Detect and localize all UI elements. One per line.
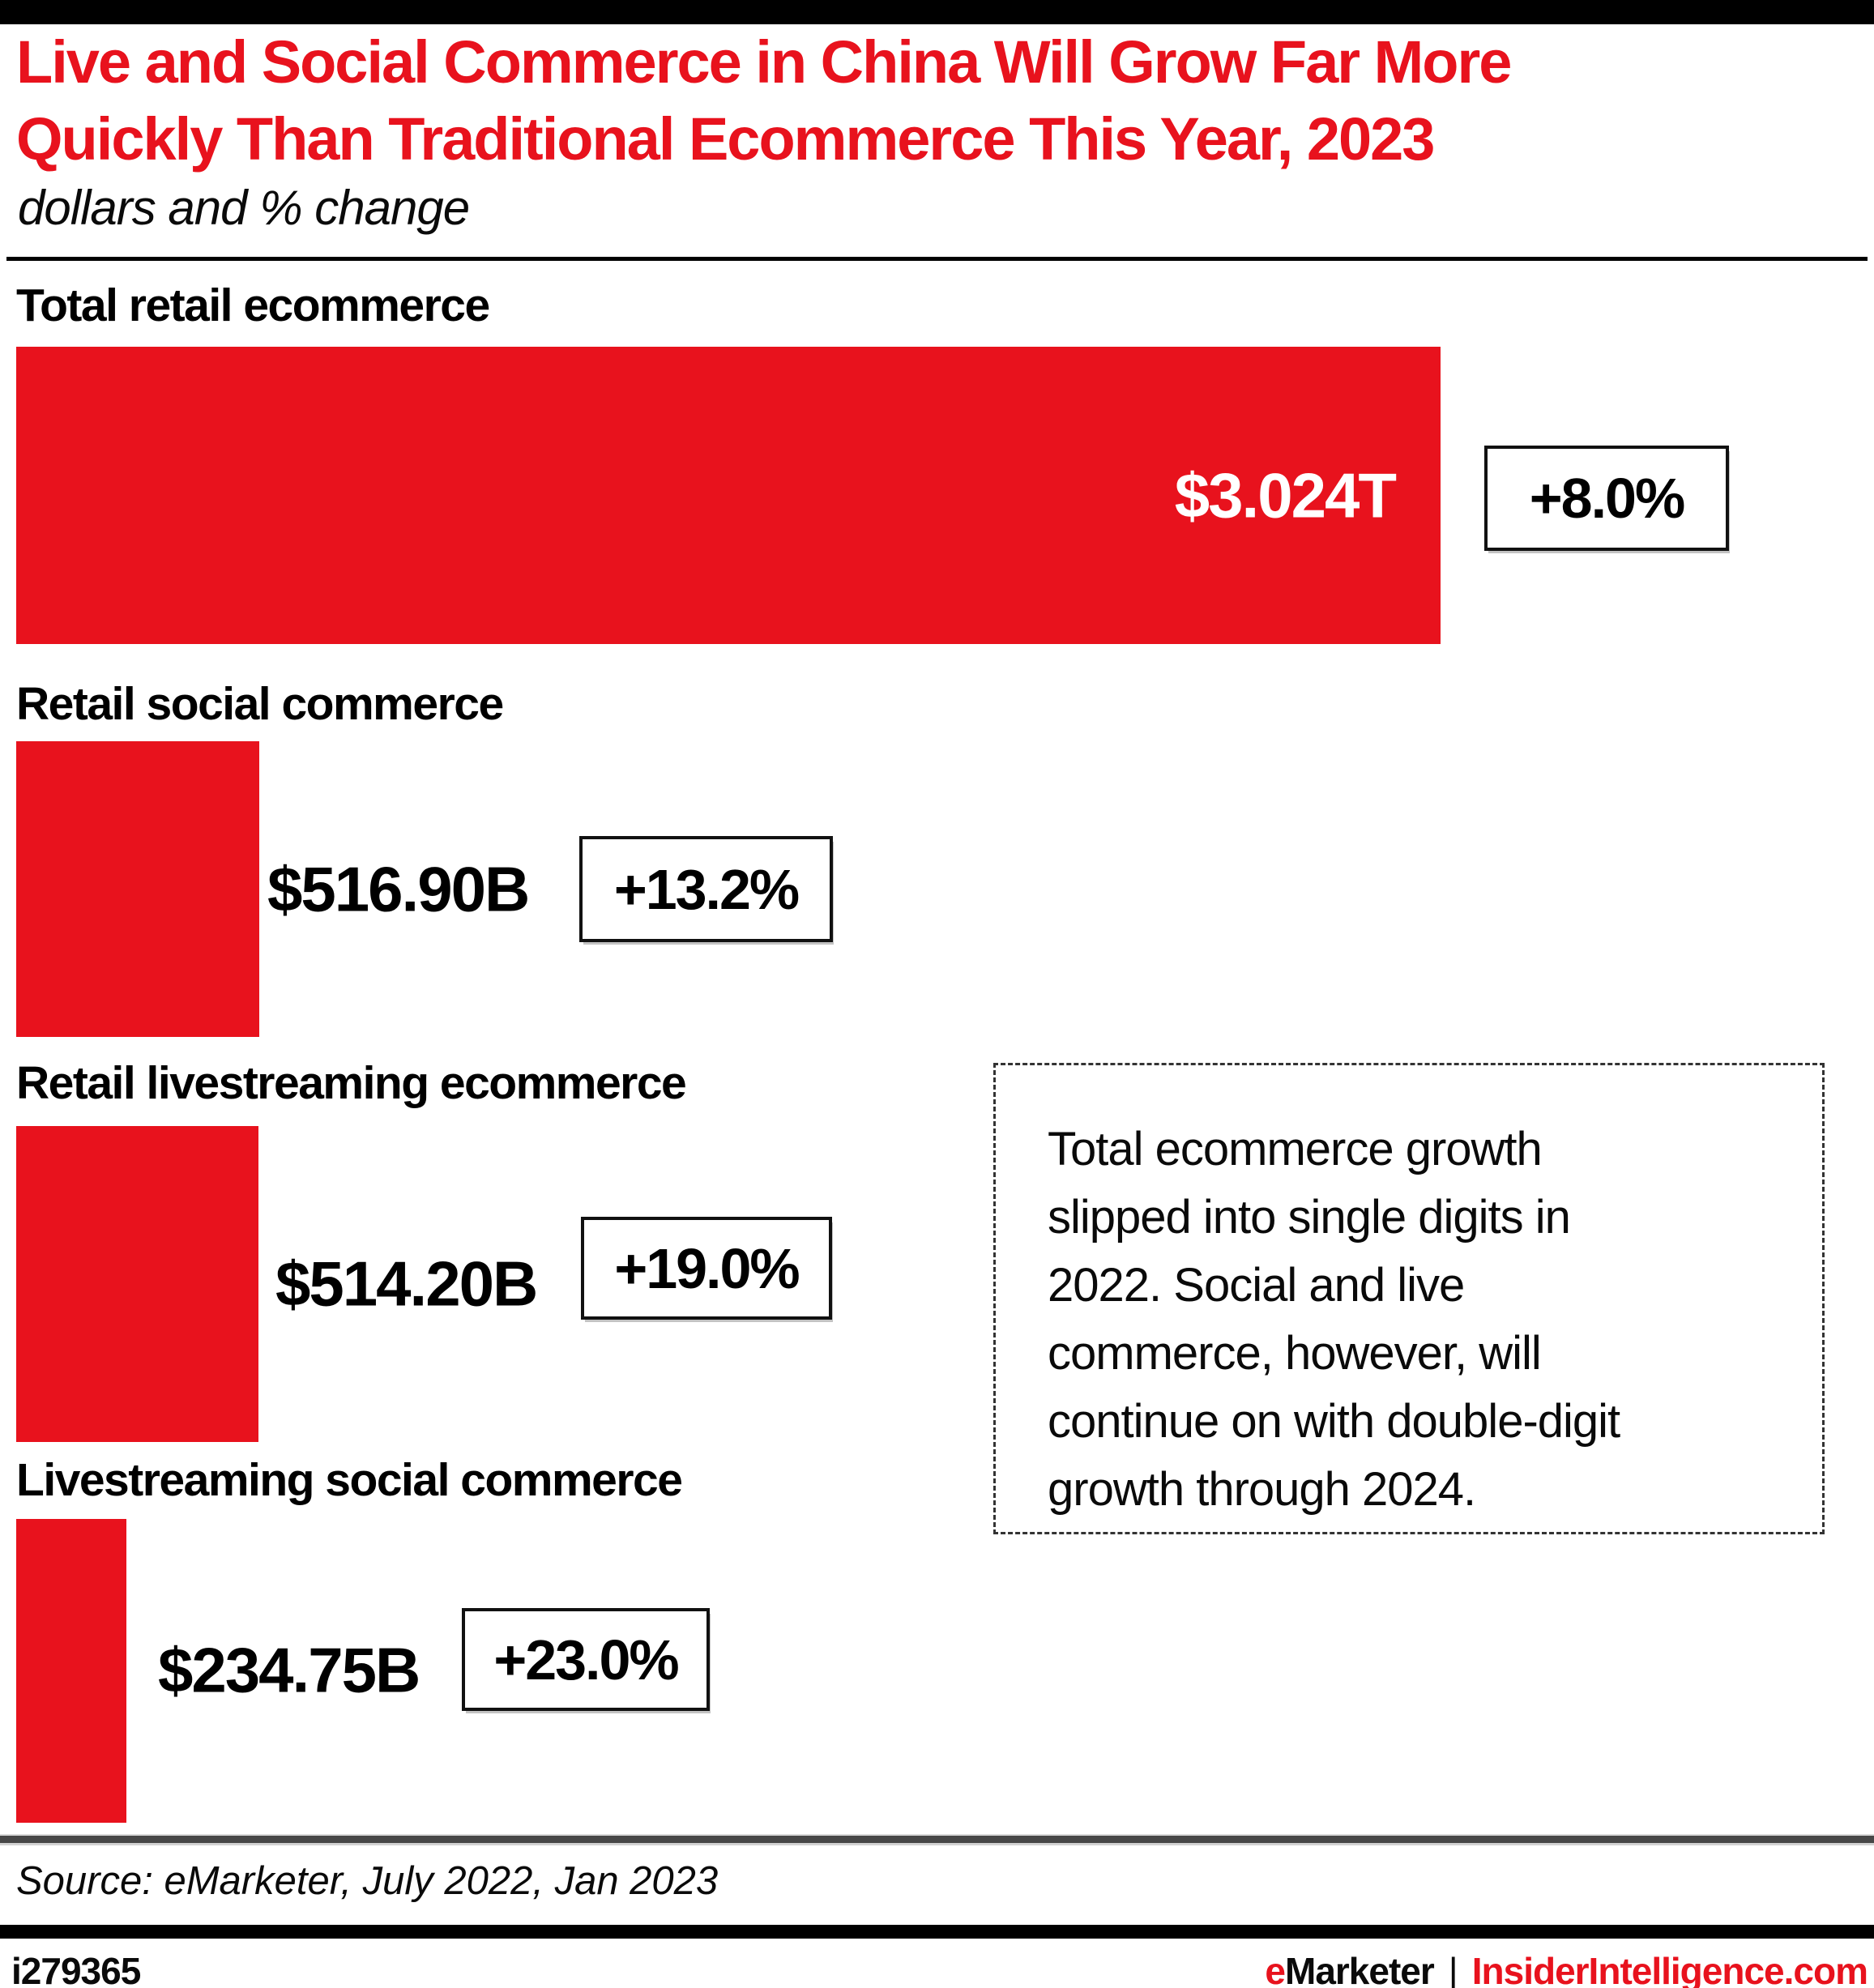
chart-title: Live and Social Commerce in China Will G… [16,28,1512,173]
footer-black-bar [0,1925,1874,1939]
category-label-retail-social-commerce: Retail social commerce [16,678,504,730]
category-label-livestreaming-social-commerce: Livestreaming social commerce [16,1454,683,1506]
brand-footer: eMarketer | InsiderIntelligence.com [1265,1949,1868,1988]
chart-id: i279365 [11,1950,141,1988]
category-label-total-retail-ecommerce: Total retail ecommerce [16,279,490,331]
source-line: Source: eMarketer, July 2022, Jan 2023 [16,1859,719,1903]
header-divider [6,257,1868,261]
top-black-bar [0,0,1874,24]
value-label-livestreaming-social-commerce: $234.75B [158,1634,420,1706]
callout-annotation: Total ecommerce growth slipped into sing… [993,1063,1825,1534]
pct-change-box-retail-livestreaming-ecommerce: +19.0% [581,1217,832,1320]
brand-emarketer: eMarketer [1265,1949,1435,1988]
brand-site-link: InsiderIntelligence.com [1471,1950,1868,1988]
brand-emarketer-e: e [1265,1950,1286,1988]
pct-change-box-total-retail-ecommerce: +8.0% [1484,446,1729,551]
category-label-retail-livestreaming-ecommerce: Retail livestreaming ecommerce [16,1057,687,1109]
pct-change-box-livestreaming-social-commerce: +23.0% [462,1608,710,1711]
value-label-total-retail-ecommerce: $3.024T [1174,459,1397,531]
value-label-retail-social-commerce: $516.90B [267,853,530,925]
bar-retail-social-commerce [16,741,259,1037]
bar-livestreaming-social-commerce [16,1519,126,1823]
footer-gray-divider [0,1834,1874,1845]
brand-emarketer-rest: Marketer [1285,1950,1435,1988]
value-label-retail-livestreaming-ecommerce: $514.20B [275,1248,538,1320]
brand-separator: | [1448,1950,1458,1988]
bar-total-retail-ecommerce: $3.024T [16,347,1441,644]
pct-change-box-retail-social-commerce: +13.2% [579,836,833,942]
bar-retail-livestreaming-ecommerce [16,1126,258,1442]
chart-subtitle: dollars and % change [18,181,470,235]
